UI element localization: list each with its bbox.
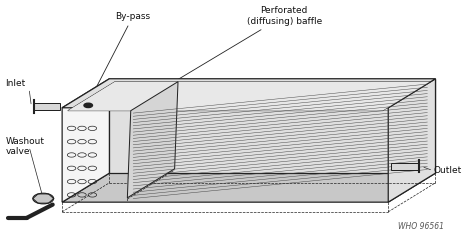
Circle shape: [33, 193, 54, 204]
Circle shape: [84, 103, 92, 108]
FancyBboxPatch shape: [34, 103, 60, 111]
Text: WHO 96561: WHO 96561: [398, 222, 444, 231]
Polygon shape: [388, 79, 436, 202]
FancyBboxPatch shape: [391, 163, 419, 170]
Text: Perforated
(diffusing) baffle: Perforated (diffusing) baffle: [166, 6, 322, 87]
Polygon shape: [109, 79, 436, 173]
Text: Outlet: Outlet: [433, 166, 461, 175]
Text: Washout
valve: Washout valve: [5, 137, 45, 156]
Polygon shape: [62, 173, 436, 202]
Polygon shape: [62, 79, 109, 202]
Text: Inlet: Inlet: [5, 79, 26, 88]
Polygon shape: [68, 82, 430, 111]
Text: By-pass: By-pass: [90, 12, 151, 101]
Polygon shape: [128, 82, 178, 198]
Polygon shape: [68, 82, 430, 111]
Polygon shape: [62, 79, 436, 108]
